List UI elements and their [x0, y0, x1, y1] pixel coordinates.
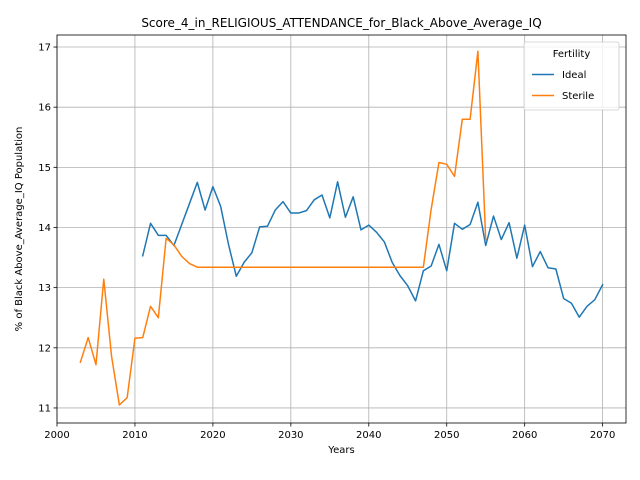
series-line-ideal — [141, 181, 604, 318]
legend: Fertility Ideal Sterile — [523, 41, 620, 111]
x-tick-label: 2020 — [200, 430, 225, 441]
legend-items: Ideal Sterile — [532, 70, 594, 102]
y-tick-label: 17 — [38, 43, 51, 54]
legend-box — [523, 41, 620, 111]
legend-label-ideal: Ideal — [562, 70, 586, 81]
x-axis-label: Years — [327, 445, 354, 456]
x-tick-label: 2010 — [122, 430, 147, 441]
axis-ticks: 2000 2010 2020 2030 2040 2050 2060 2070 11 12 13 14… — [38, 43, 615, 441]
x-tick-label: 2030 — [278, 430, 303, 441]
x-tick-label: 2060 — [512, 430, 537, 441]
y-tick-label: 14 — [38, 223, 51, 234]
plot-frame — [56, 34, 627, 424]
chart-title: Score_4_in_RELIGIOUS_ATTENDANCE_for_Blac… — [141, 16, 541, 30]
y-tick-label: 13 — [38, 283, 51, 294]
x-tick-label: 2070 — [590, 430, 615, 441]
y-tick-label: 15 — [38, 163, 51, 174]
x-tick-label: 2000 — [44, 430, 69, 441]
legend-title: Fertility — [553, 49, 591, 60]
series-lines — [79, 50, 604, 406]
x-tick-label: 2050 — [434, 430, 459, 441]
y-axis-label: % of Black Above_Average_IQ Population — [14, 127, 25, 332]
legend-label-sterile: Sterile — [562, 91, 594, 102]
x-tick-label: 2040 — [356, 430, 381, 441]
y-tick-label: 12 — [38, 343, 51, 354]
series-line-sterile — [79, 50, 487, 406]
y-tick-label: 11 — [38, 403, 51, 414]
y-tick-label: 16 — [38, 103, 51, 114]
